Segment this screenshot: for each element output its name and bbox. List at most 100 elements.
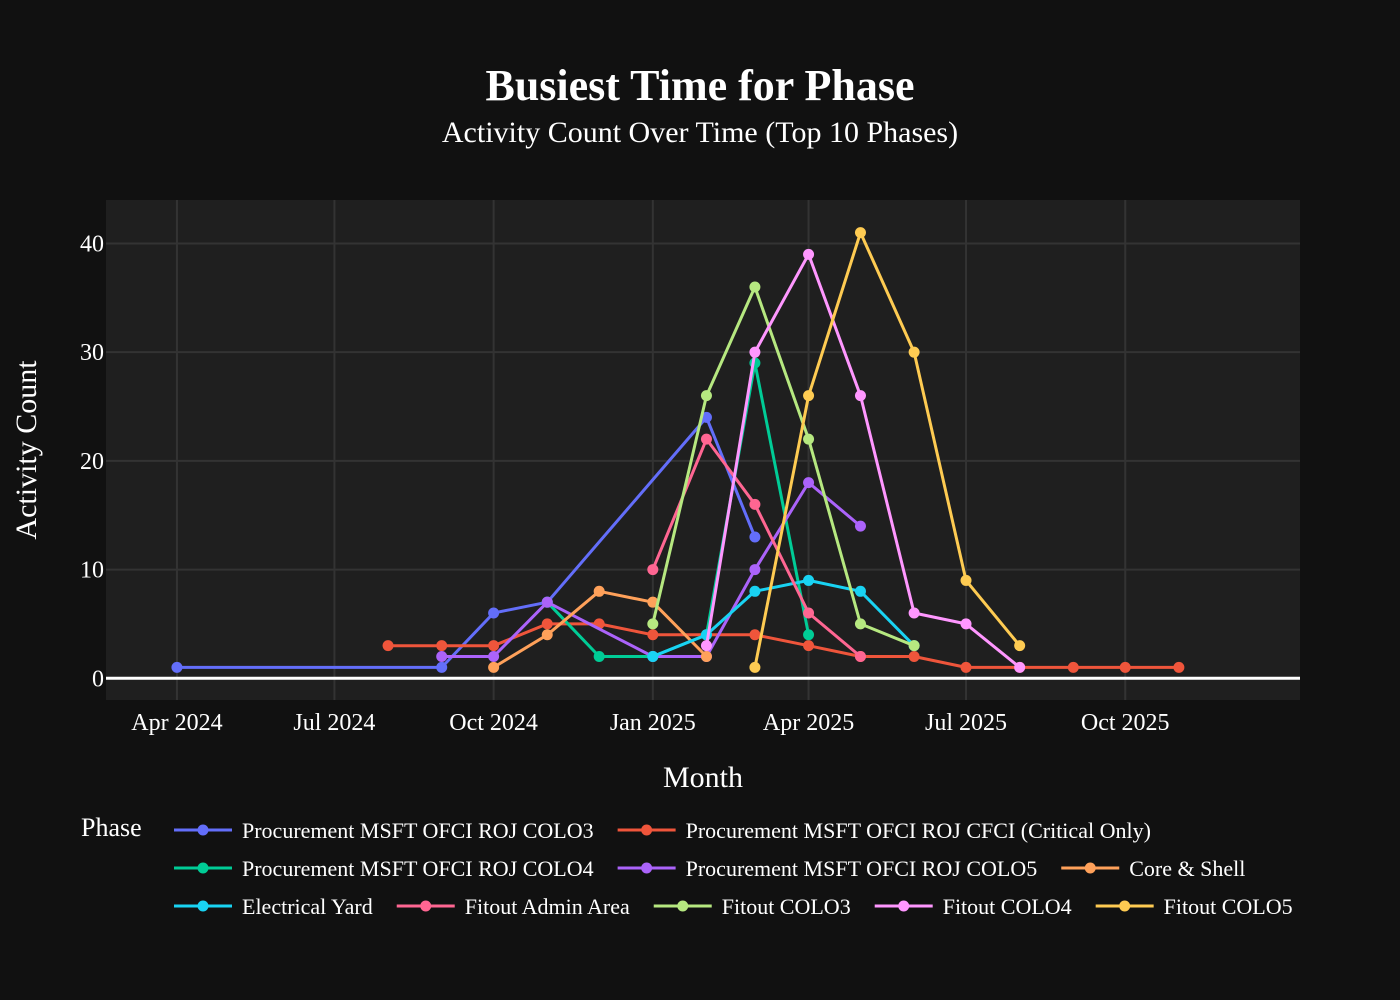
data-point — [647, 618, 659, 630]
y-axis-ticks: 0 10 20 30 40 — [80, 231, 104, 692]
series — [647, 281, 920, 652]
data-point — [803, 607, 815, 619]
data-point — [1014, 640, 1026, 652]
legend-swatch-marker — [641, 824, 653, 836]
series-layer — [171, 227, 1185, 673]
x-tick-label: Jul 2025 — [925, 710, 1007, 736]
series — [647, 433, 866, 663]
legend-item[interactable]: Electrical Yard — [174, 894, 373, 919]
data-point — [1014, 661, 1026, 673]
data-point — [749, 585, 761, 597]
data-point — [1067, 661, 1079, 673]
series — [488, 585, 712, 673]
data-point — [908, 640, 920, 652]
data-point — [803, 574, 815, 586]
data-point — [700, 390, 712, 402]
data-point — [960, 618, 972, 630]
legend-item[interactable]: Procurement MSFT OFCI ROJ CFCI (Critical… — [617, 818, 1151, 843]
x-tick-label: Jul 2024 — [293, 710, 375, 736]
data-point — [749, 531, 761, 543]
legend-item[interactable]: Procurement MSFT OFCI ROJ COLO4 — [174, 856, 594, 881]
series — [749, 227, 1026, 673]
data-point — [593, 651, 605, 663]
legend-label: Core & Shell — [1129, 856, 1245, 881]
x-tick-label: Oct 2025 — [1081, 710, 1170, 736]
data-point — [700, 640, 712, 652]
series-line — [651, 285, 915, 648]
legend-label: Fitout COLO3 — [722, 894, 851, 919]
data-point — [960, 661, 972, 673]
legend-label: Procurement MSFT OFCI ROJ CFCI (Critical… — [686, 818, 1151, 843]
data-point — [647, 564, 659, 576]
legend-label: Fitout COLO4 — [943, 894, 1072, 919]
data-point — [854, 520, 866, 532]
y-tick-label: 40 — [80, 231, 104, 257]
data-point — [803, 248, 815, 260]
legend-swatch-marker — [197, 824, 209, 836]
legend-item[interactable]: Procurement MSFT OFCI ROJ COLO5 — [617, 856, 1038, 881]
data-point — [854, 585, 866, 597]
data-point — [749, 346, 761, 358]
data-point — [541, 618, 553, 630]
legend-label: Electrical Yard — [242, 894, 373, 919]
legend-item[interactable]: Fitout COLO3 — [653, 894, 851, 919]
legend-label: Fitout Admin Area — [465, 894, 630, 919]
legend: Procurement MSFT OFCI ROJ COLO3 Procureme… — [174, 818, 1293, 919]
data-point — [803, 433, 815, 445]
legend-item[interactable]: Fitout COLO5 — [1095, 894, 1293, 919]
legend-item[interactable]: Core & Shell — [1061, 856, 1245, 881]
series-line — [441, 481, 862, 658]
data-point — [593, 585, 605, 597]
data-point — [854, 618, 866, 630]
x-axis-label: Month — [663, 761, 743, 794]
data-point — [436, 661, 448, 673]
x-axis-ticks: Apr 2024 Jul 2024 Oct 2024 Jan 2025 Apr 2025… — [131, 710, 1169, 736]
data-point — [803, 390, 815, 402]
data-point — [488, 607, 500, 619]
data-point — [700, 651, 712, 663]
legend-item[interactable]: Fitout COLO4 — [874, 894, 1072, 919]
x-tick-label: Apr 2025 — [763, 710, 854, 736]
data-point — [749, 564, 761, 576]
data-point — [854, 390, 866, 402]
data-point — [908, 607, 920, 619]
data-point — [749, 661, 761, 673]
legend-swatch-marker — [677, 900, 689, 912]
data-point — [700, 411, 712, 423]
legend-item[interactable]: Fitout Admin Area — [396, 894, 630, 919]
data-point — [382, 640, 394, 652]
series — [700, 248, 1026, 673]
legend-swatch-marker — [898, 900, 910, 912]
chart-title: Busiest Time for Phase — [485, 61, 914, 110]
legend-label: Procurement MSFT OFCI ROJ COLO3 — [242, 818, 594, 843]
data-point — [960, 574, 972, 586]
data-point — [488, 661, 500, 673]
legend-item[interactable]: Procurement MSFT OFCI ROJ COLO3 — [174, 818, 594, 843]
data-point — [749, 629, 761, 641]
data-point — [803, 640, 815, 652]
series-line — [388, 622, 1179, 669]
y-tick-label: 10 — [80, 558, 104, 584]
y-tick-label: 20 — [80, 449, 104, 475]
data-point — [541, 629, 553, 641]
data-point — [803, 629, 815, 641]
data-point — [803, 477, 815, 489]
data-point — [908, 651, 920, 663]
y-axis-label: Activity Count — [10, 360, 43, 540]
data-point — [854, 651, 866, 663]
x-tick-label: Apr 2024 — [131, 710, 222, 736]
series-line — [753, 231, 1021, 668]
data-point — [488, 651, 500, 663]
data-point — [700, 433, 712, 445]
series-line — [176, 415, 757, 669]
data-point — [908, 346, 920, 358]
legend-swatch-marker — [1084, 862, 1096, 874]
data-point — [749, 281, 761, 293]
x-tick-label: Jan 2025 — [610, 710, 696, 736]
data-point — [749, 498, 761, 510]
data-point — [488, 640, 500, 652]
legend-swatch-marker — [197, 862, 209, 874]
y-tick-label: 30 — [80, 340, 104, 366]
y-tick-label: 0 — [92, 666, 104, 692]
